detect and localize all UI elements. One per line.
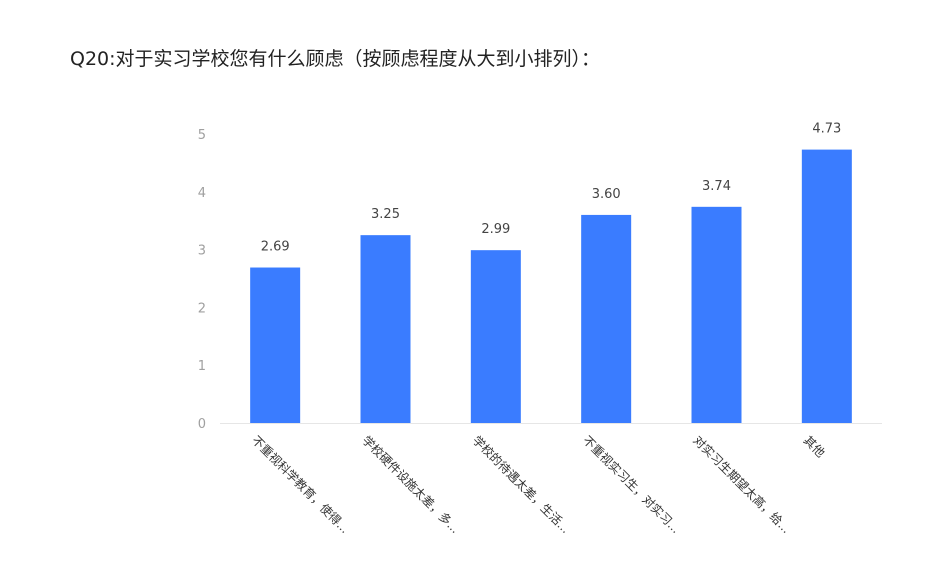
x-tick-label: 不重视实习生，对实习... <box>580 433 684 537</box>
x-tick-label: 学校的待遇太差，生活... <box>470 433 574 537</box>
data-label: 4.73 <box>812 122 841 137</box>
bar <box>470 250 521 423</box>
y-tick-label: 0 <box>198 417 206 432</box>
y-tick-label: 4 <box>198 186 206 201</box>
data-label: 3.25 <box>371 207 400 222</box>
x-tick-label: 对实习生期望太高，给... <box>690 433 794 537</box>
data-label: 2.69 <box>261 240 290 255</box>
x-tick-label: 不重视科学教育，使得... <box>249 433 353 537</box>
x-tick-label: 其他 <box>801 433 828 460</box>
bar <box>691 206 742 423</box>
bar <box>801 149 852 423</box>
bar <box>360 235 411 423</box>
chart-title: Q20:对于实习学校您有什么顾虑（按顾虑程度从大到小排列）： <box>70 48 601 70</box>
y-tick-label: 1 <box>198 359 206 374</box>
data-label: 2.99 <box>481 222 510 237</box>
y-tick-label: 2 <box>198 301 206 316</box>
y-tick-label: 3 <box>198 244 206 259</box>
bar <box>250 267 301 423</box>
data-label: 3.60 <box>592 187 621 202</box>
y-tick-label: 5 <box>198 128 206 143</box>
x-tick-label: 学校硬件设施太差，多... <box>359 433 463 537</box>
data-label: 3.74 <box>702 179 731 194</box>
bar <box>581 214 632 423</box>
